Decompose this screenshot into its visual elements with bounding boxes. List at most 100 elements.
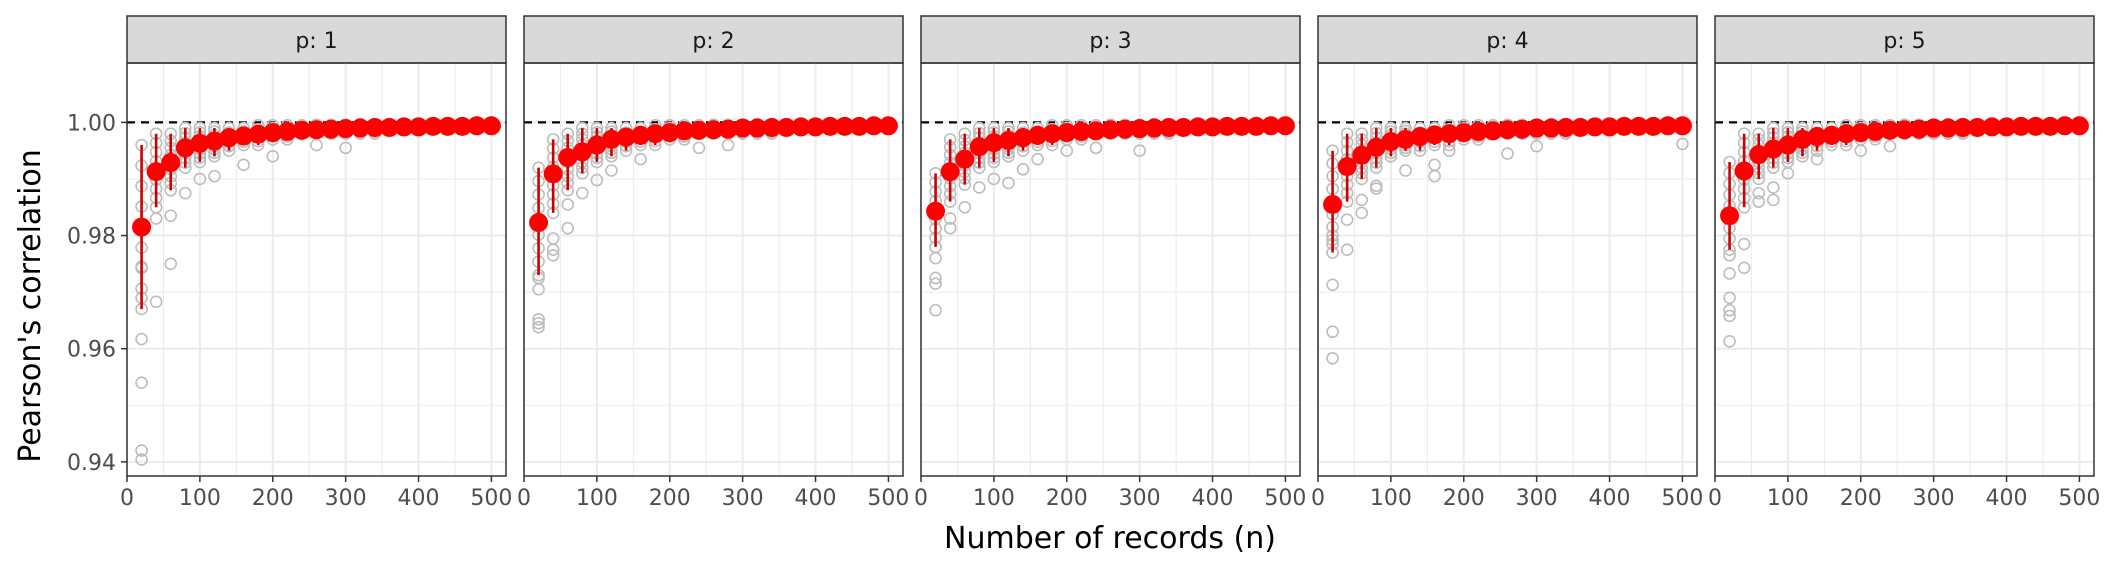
mean-point — [1028, 125, 1048, 145]
mean-point — [1483, 121, 1503, 141]
facet-strip-label: p: 2 — [692, 29, 734, 54]
x-tick-label: 200 — [649, 486, 691, 511]
mean-point — [1130, 119, 1150, 139]
mean-point — [1425, 125, 1445, 145]
x-tick-label: 100 — [1767, 486, 1809, 511]
raw-point — [943, 221, 957, 235]
mean-point — [379, 117, 399, 137]
raw-point — [605, 164, 618, 177]
raw-point — [943, 212, 957, 225]
x-tick-label: 400 — [1986, 486, 2028, 511]
raw-point — [1355, 193, 1369, 207]
x-tick-label: 400 — [1589, 486, 1631, 511]
panel-border — [1714, 62, 2095, 477]
raw-point — [164, 209, 178, 223]
facet-strip-label: p: 4 — [1486, 29, 1528, 54]
mean-point — [175, 138, 195, 158]
mean-point — [2055, 116, 2075, 136]
x-tick-label: 0 — [120, 486, 134, 511]
raw-point — [692, 141, 706, 155]
mean-point — [1275, 116, 1295, 136]
mean-point — [1909, 119, 1929, 139]
raw-point — [590, 173, 604, 187]
mean-point — [674, 121, 694, 141]
mean-point — [940, 162, 960, 182]
raw-point — [135, 453, 148, 466]
panel-border — [920, 62, 1301, 477]
mean-point — [601, 129, 621, 149]
mean-point — [2011, 116, 2031, 136]
mean-point — [263, 123, 283, 143]
mean-point — [1629, 116, 1649, 136]
mean-point — [704, 120, 723, 140]
raw-point — [1428, 158, 1441, 172]
mean-point — [1556, 117, 1576, 137]
raw-point — [1340, 243, 1354, 256]
raw-point — [929, 277, 942, 290]
raw-point — [1767, 193, 1780, 207]
mean-point — [1734, 161, 1754, 181]
mean-point — [1778, 135, 1798, 155]
mean-point — [529, 213, 549, 233]
raw-point — [1854, 144, 1868, 157]
mean-point — [146, 162, 166, 182]
mean-point — [660, 123, 680, 143]
raw-point — [179, 186, 192, 200]
mean-point — [409, 117, 429, 137]
x-axis-title: Number of records (n) — [944, 521, 1276, 556]
raw-point — [1442, 144, 1456, 157]
facet-strip — [1714, 15, 2095, 64]
mean-point — [1086, 121, 1106, 141]
mean-point — [1527, 118, 1547, 138]
raw-point — [1781, 167, 1795, 180]
raw-point — [1723, 309, 1736, 323]
raw-point — [1676, 137, 1689, 151]
mean-point — [1352, 145, 1372, 165]
panel-border — [523, 62, 904, 477]
mean-point — [321, 119, 341, 139]
mean-point — [350, 118, 370, 138]
mean-point — [1381, 132, 1401, 152]
x-tick-label: 300 — [325, 486, 367, 511]
raw-point — [193, 172, 207, 186]
mean-point — [572, 142, 592, 162]
mean-point — [1720, 206, 1740, 226]
mean-point — [1672, 116, 1692, 136]
raw-point — [164, 257, 178, 271]
x-tick-label: 0 — [1708, 486, 1722, 511]
mean-point — [190, 133, 210, 153]
x-tick-label: 500 — [1661, 486, 1703, 511]
mean-point — [1071, 121, 1091, 141]
mean-point — [864, 116, 884, 136]
mean-point — [1395, 129, 1415, 149]
raw-point — [1326, 278, 1339, 292]
mean-point — [762, 117, 782, 137]
raw-point — [546, 232, 560, 245]
x-tick-label: 200 — [1840, 486, 1882, 511]
raw-point — [634, 152, 647, 166]
mean-points — [1323, 116, 1692, 214]
raw-point — [135, 444, 148, 457]
mean-point — [467, 116, 487, 136]
mean-points — [132, 116, 501, 237]
x-tick-label: 500 — [2058, 486, 2100, 511]
raw-point — [1002, 176, 1015, 190]
mean-point — [984, 133, 1004, 153]
mean-point — [1203, 117, 1223, 137]
mean-point — [1115, 119, 1135, 139]
mean-point — [394, 117, 414, 137]
x-tick-label: 0 — [1311, 486, 1325, 511]
x-tick-label: 300 — [1913, 486, 1955, 511]
raw-point — [339, 141, 352, 155]
raw-point — [532, 320, 545, 334]
raw-point — [1810, 152, 1824, 166]
x-tick-label: 500 — [1264, 486, 1306, 511]
facet-strip — [1317, 15, 1698, 64]
raw-point — [576, 186, 589, 200]
mean-point — [1749, 145, 1769, 165]
mean-point — [1880, 120, 1900, 140]
raw-point — [1501, 147, 1514, 160]
mean-point — [543, 164, 563, 184]
mean-point — [616, 127, 636, 147]
